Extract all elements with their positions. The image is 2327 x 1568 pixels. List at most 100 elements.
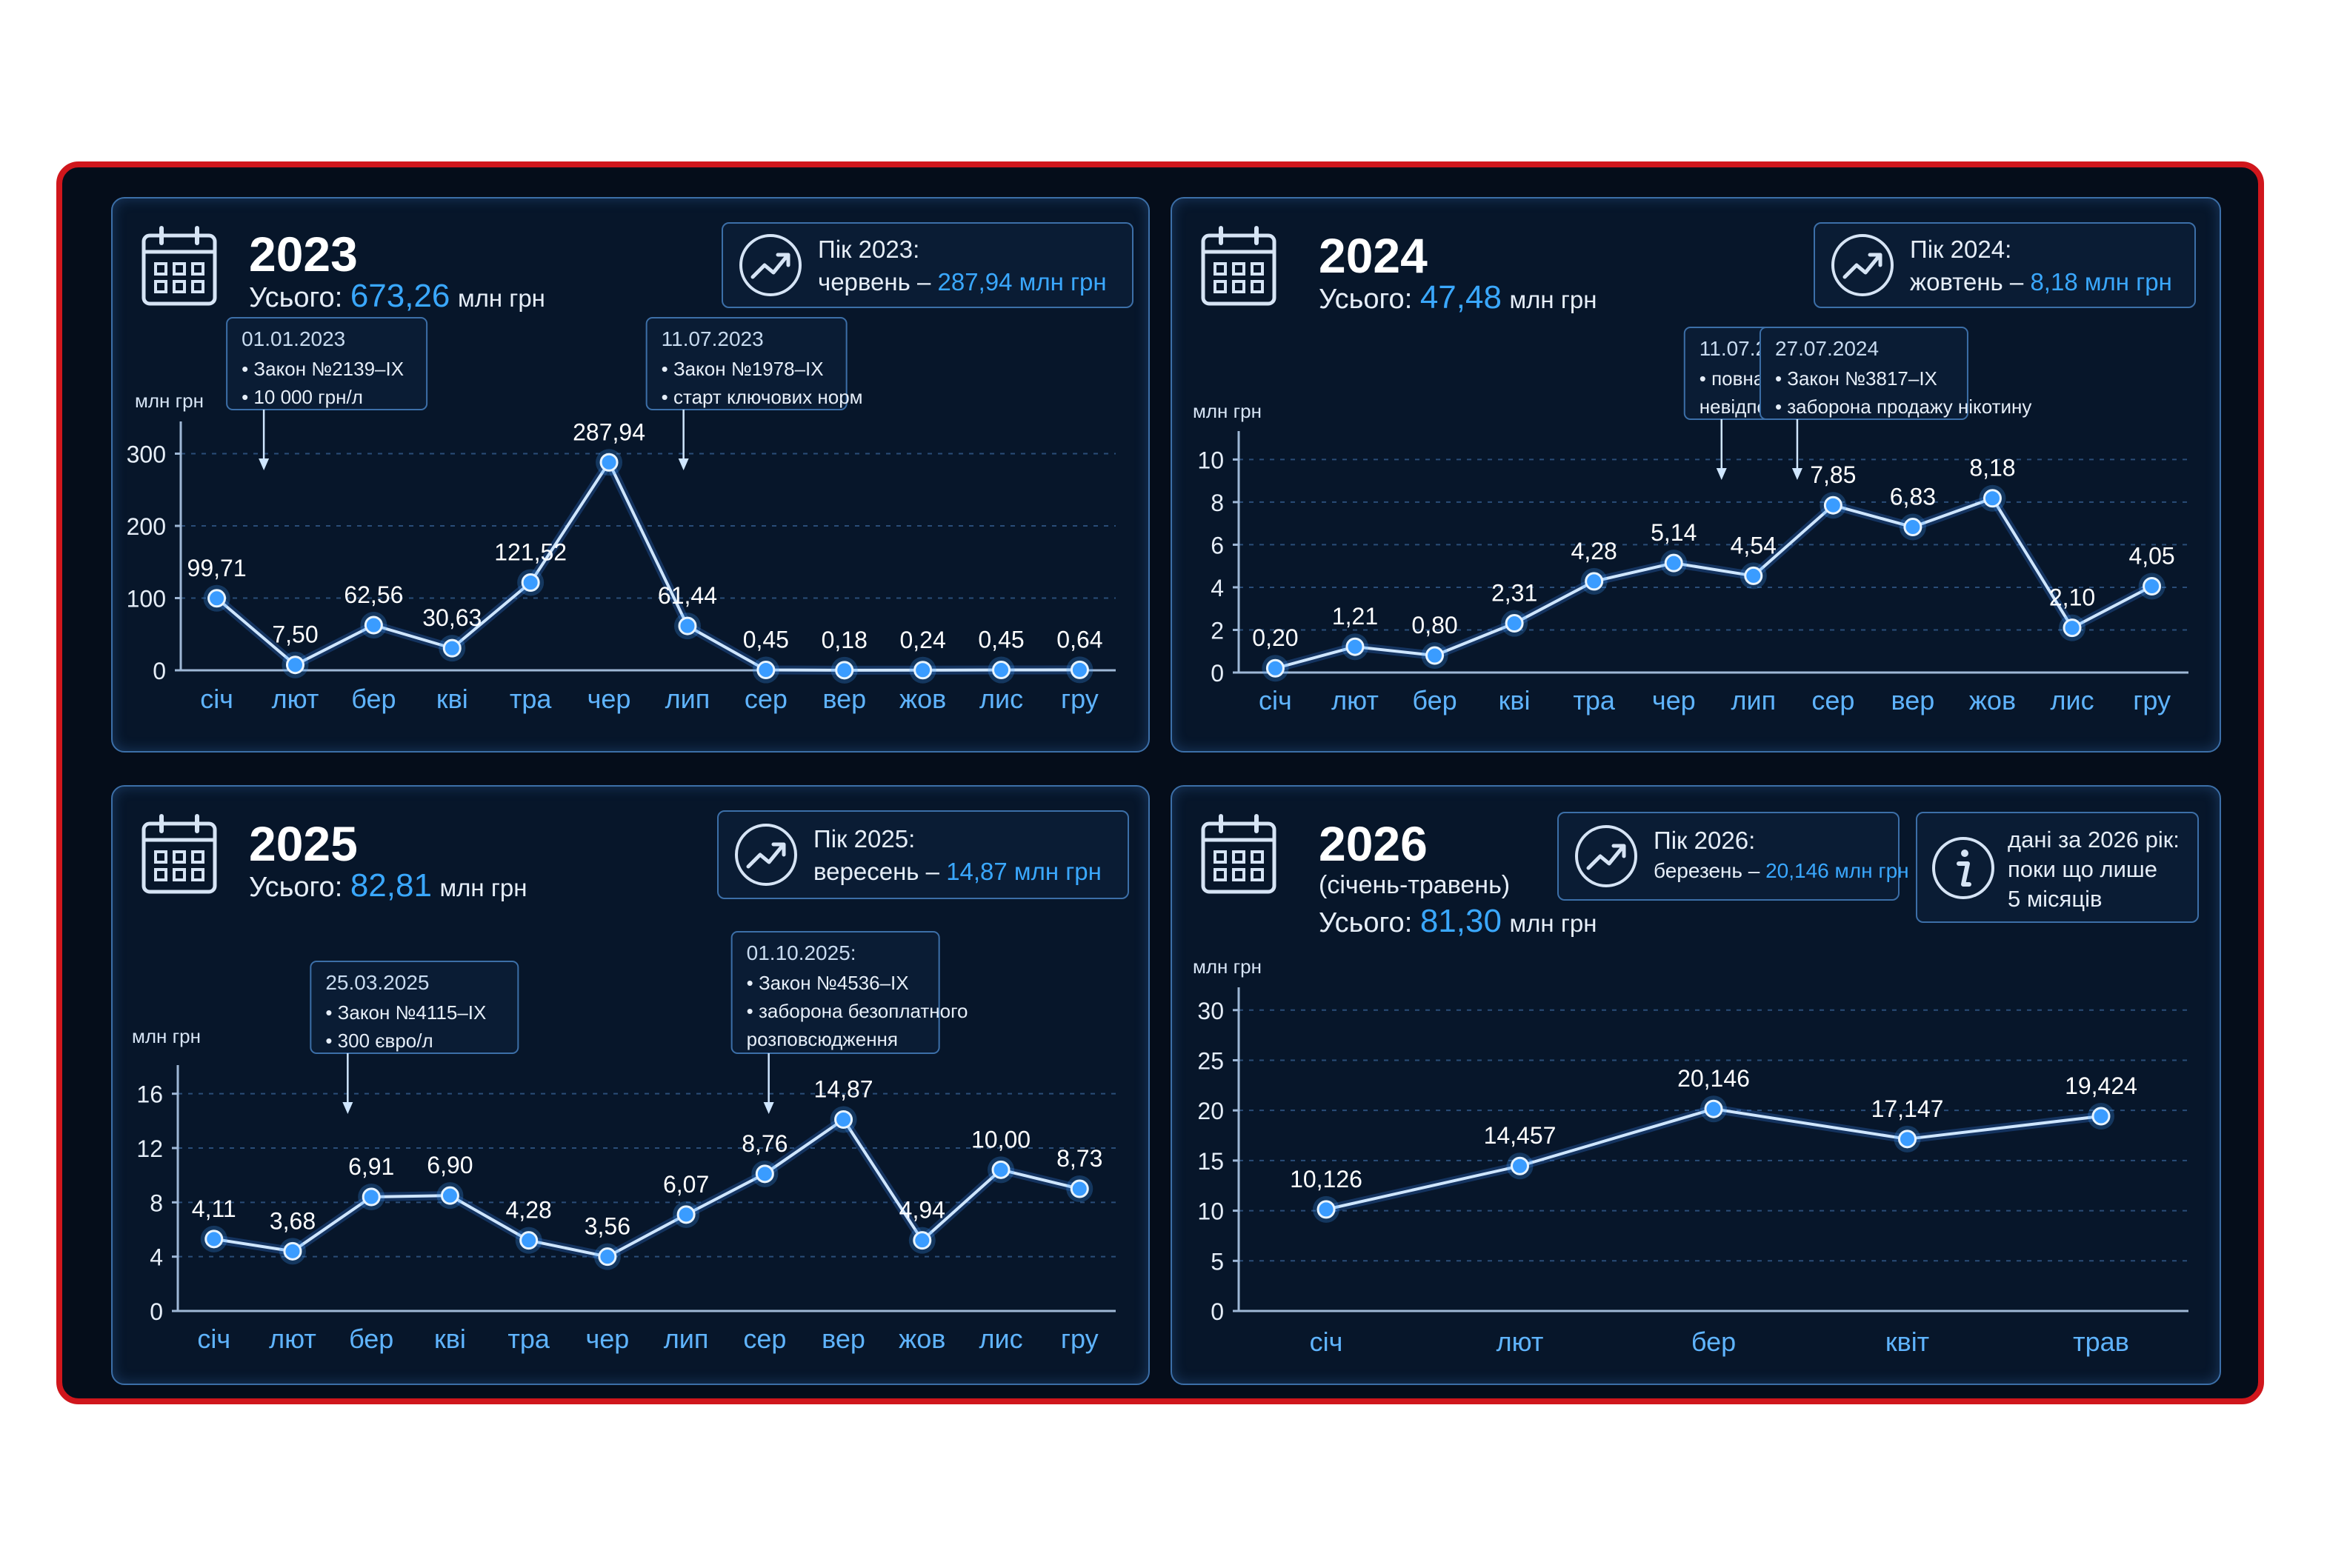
data-label: 5,14 (1651, 519, 1697, 546)
annotation-arrowhead (763, 1102, 774, 1114)
x-tick-label: квіт (1885, 1327, 1929, 1357)
peak-box: Пік 2025: вересень – 14,87 млн грн (717, 810, 1129, 899)
data-point (207, 589, 227, 608)
data-point (1903, 518, 1922, 537)
y-tick-label: 10 (1197, 1198, 1224, 1225)
data-label: 17,147 (1871, 1095, 1944, 1122)
x-tick-label: гру (1061, 1324, 1099, 1354)
y-tick-label: 4 (1211, 575, 1224, 601)
data-label: 6,90 (427, 1152, 473, 1178)
annotation-line: • 10 000 грн/л (242, 386, 363, 408)
y-tick-label: 12 (136, 1135, 163, 1162)
y-tick-label: 15 (1197, 1148, 1224, 1175)
data-point (285, 655, 304, 675)
series-line (1325, 1107, 2102, 1211)
x-tick-label: чер (587, 684, 631, 714)
peak-value: 287,94 млн грн (937, 268, 1107, 296)
data-point (835, 661, 854, 680)
data-label: 20,146 (1677, 1065, 1750, 1092)
chart-2025: млн грн 0 4 8 12 16 січ лют бер кві тра чер лип сер ве… (113, 787, 1151, 1387)
annotation-box (730, 931, 940, 1054)
annotation-date: 01.10.2025: (747, 941, 856, 964)
annotation-box (226, 317, 428, 410)
x-tick-label: сер (743, 1324, 786, 1354)
annotation-callout: 11.07.2023 • Закон №1978–IX • старт ключов… (645, 317, 863, 470)
x-tick-label: січ (200, 684, 233, 714)
x-tick-label: тра (1573, 685, 1616, 715)
y-tick-label: 6 (1211, 532, 1224, 558)
data-label: 6,07 (663, 1171, 709, 1198)
data-point (1823, 496, 1842, 515)
peak-detail: червень – 287,94 млн грн (818, 270, 1107, 294)
y-tick-label: 0 (1211, 1298, 1224, 1325)
x-tick-label: лис (979, 1324, 1022, 1354)
y-axis-label: млн грн (1193, 400, 1262, 422)
data-point (204, 1230, 224, 1249)
data-label: 8,18 (1969, 455, 2015, 481)
note-line: дані за 2026 рік: (2008, 827, 2180, 853)
panel-total: Усього: 673,26 млн грн (249, 280, 545, 313)
chart-2024: млн грн 0 2 4 6 8 10 січ лют бер кві тра чер лип сер ве… (1172, 198, 2223, 754)
series-line-glow (1325, 1104, 2102, 1214)
y-tick-label: 16 (136, 1081, 163, 1108)
peak-value: 8,18 млн грн (2030, 268, 2172, 296)
x-tick-label: бер (349, 1324, 393, 1354)
data-label: 19,424 (2065, 1072, 2137, 1099)
annotation-box (645, 317, 848, 410)
y-tick-label: 4 (150, 1244, 163, 1271)
trend-up-icon (1831, 234, 1894, 296)
x-tick-label: кві (436, 684, 468, 714)
data-label: 4,94 (899, 1197, 945, 1224)
trend-up-icon (735, 824, 797, 886)
data-label: 14,87 (814, 1076, 873, 1103)
panel-subtitle: (січень-травень) (1319, 871, 1511, 899)
annotation-line: розповсюдження (747, 1028, 898, 1050)
total-value: 82,81 (350, 867, 432, 904)
annotation-line: • 300 євро/л (325, 1030, 433, 1052)
data-point (1425, 646, 1445, 665)
x-tick-label: січ (1310, 1327, 1343, 1357)
data-label: 14,457 (1484, 1122, 1557, 1149)
trend-up-icon (1575, 825, 1637, 887)
data-label: 8,73 (1056, 1145, 1102, 1172)
peak-detail: березень – 20,146 млн грн (1654, 861, 1909, 881)
x-tick-label: вер (822, 684, 866, 714)
x-tick-label: чер (1652, 685, 1696, 715)
data-label: 4,28 (1571, 538, 1617, 564)
y-tick-label: 8 (1211, 490, 1224, 516)
data-label: 0,45 (743, 627, 789, 653)
y-tick-label: 0 (1211, 660, 1224, 687)
data-label: 0,18 (822, 627, 868, 653)
data-label: 7,85 (1810, 461, 1856, 488)
y-tick-label: 5 (1211, 1248, 1224, 1275)
data-label: 62,56 (344, 581, 403, 608)
annotation-arrowhead (678, 458, 689, 470)
data-point (1316, 1200, 1336, 1219)
data-label: 7,50 (272, 621, 318, 648)
calendar-icon (1201, 814, 1276, 894)
y-tick-label: 8 (150, 1190, 163, 1216)
x-tick-label: чер (585, 1324, 629, 1354)
total-label: Усього: (1319, 907, 1413, 938)
data-point (521, 573, 540, 593)
note-box: дані за 2026 рік: поки що лише 5 місяців (1916, 812, 2199, 923)
annotation-arrowhead (1791, 468, 1802, 480)
trend-up-icon (739, 234, 802, 296)
data-point (1511, 1156, 1529, 1175)
annotation-date: 25.03.2025 (325, 971, 429, 994)
x-tick-label: сер (745, 684, 788, 714)
peak-month: березень – (1654, 859, 1760, 882)
data-point (991, 1160, 1011, 1179)
y-tick-label: 10 (1197, 447, 1224, 473)
total-unit: млн грн (457, 284, 545, 312)
data-point (442, 638, 462, 658)
x-tick-label: лис (2050, 685, 2094, 715)
data-label: 1,21 (1332, 603, 1378, 630)
annotation-arrowhead (1716, 468, 1727, 480)
x-tick-label: гру (2133, 685, 2171, 715)
x-tick-label: лют (1497, 1327, 1544, 1357)
peak-value: 14,87 млн грн (946, 858, 1102, 885)
data-point (676, 1205, 696, 1224)
data-point (1070, 660, 1089, 679)
y-axis-label: млн грн (135, 390, 204, 412)
